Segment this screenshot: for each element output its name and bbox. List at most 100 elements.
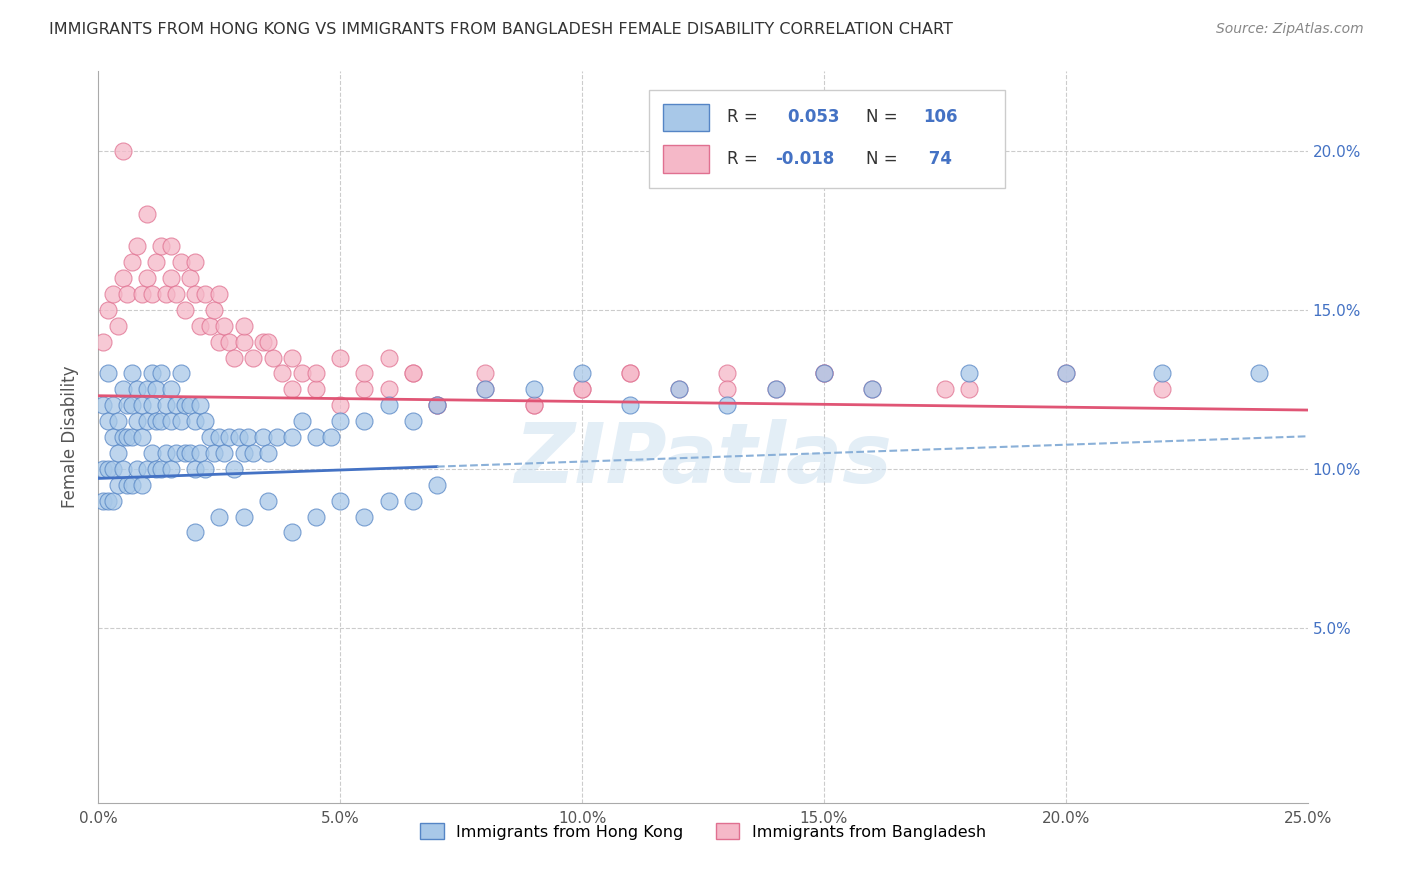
Point — [1249, 367, 1271, 381]
Point — [194, 414, 217, 428]
Point — [91, 334, 114, 349]
Point — [121, 477, 143, 491]
Point — [117, 477, 139, 491]
Point — [111, 462, 134, 476]
Point — [208, 334, 231, 349]
Point — [169, 255, 191, 269]
Text: R =: R = — [727, 109, 758, 127]
Point — [97, 302, 120, 317]
Point — [155, 446, 177, 460]
Point — [212, 446, 235, 460]
Point — [150, 414, 173, 428]
Point — [97, 493, 120, 508]
Point — [281, 525, 304, 540]
Point — [377, 493, 399, 508]
Point — [141, 367, 163, 381]
Point — [271, 367, 294, 381]
Point — [145, 462, 167, 476]
Point — [238, 430, 260, 444]
Point — [145, 414, 167, 428]
Point — [218, 430, 240, 444]
Point — [131, 287, 153, 301]
Text: 74: 74 — [924, 150, 952, 168]
Text: 0.053: 0.053 — [787, 109, 841, 127]
Point — [1152, 383, 1174, 397]
Point — [860, 383, 883, 397]
Point — [319, 430, 342, 444]
Point — [194, 287, 217, 301]
Point — [619, 367, 641, 381]
Point — [353, 367, 375, 381]
Point — [91, 462, 114, 476]
Point — [1054, 367, 1077, 381]
Point — [101, 398, 124, 412]
Point — [135, 207, 157, 221]
Point — [402, 493, 425, 508]
Point — [117, 287, 139, 301]
Point — [141, 446, 163, 460]
Point — [97, 367, 120, 381]
Point — [402, 414, 425, 428]
Point — [813, 367, 835, 381]
Point — [222, 351, 245, 365]
Point — [150, 462, 173, 476]
Point — [169, 414, 191, 428]
Text: N =: N = — [866, 109, 898, 127]
Point — [571, 367, 593, 381]
Point — [212, 318, 235, 333]
Point — [232, 509, 254, 524]
Point — [184, 414, 207, 428]
Point — [188, 446, 211, 460]
Point — [135, 462, 157, 476]
Point — [668, 383, 690, 397]
Point — [523, 398, 546, 412]
Point — [813, 367, 835, 381]
Point — [765, 383, 787, 397]
Point — [218, 334, 240, 349]
Point — [135, 271, 157, 285]
Point — [127, 462, 149, 476]
Point — [91, 493, 114, 508]
Point — [117, 398, 139, 412]
Point — [716, 367, 738, 381]
Point — [107, 446, 129, 460]
Point — [305, 367, 328, 381]
Point — [619, 398, 641, 412]
Point — [194, 462, 217, 476]
Point — [107, 477, 129, 491]
Point — [160, 239, 183, 253]
Point — [619, 367, 641, 381]
Point — [121, 255, 143, 269]
Point — [305, 509, 328, 524]
Point — [208, 509, 231, 524]
Point — [107, 318, 129, 333]
Point — [266, 430, 288, 444]
Point — [179, 398, 201, 412]
Point — [184, 462, 207, 476]
Text: IMMIGRANTS FROM HONG KONG VS IMMIGRANTS FROM BANGLADESH FEMALE DISABILITY CORREL: IMMIGRANTS FROM HONG KONG VS IMMIGRANTS … — [49, 22, 953, 37]
Point — [957, 367, 980, 381]
Point — [242, 446, 264, 460]
Point — [127, 239, 149, 253]
Point — [107, 414, 129, 428]
Point — [765, 383, 787, 397]
Point — [117, 430, 139, 444]
Point — [402, 367, 425, 381]
Point — [232, 334, 254, 349]
Point — [111, 383, 134, 397]
Point — [256, 334, 278, 349]
Point — [155, 287, 177, 301]
Point — [353, 383, 375, 397]
Point — [188, 398, 211, 412]
Point — [716, 383, 738, 397]
Point — [127, 414, 149, 428]
Point — [860, 383, 883, 397]
Point — [150, 239, 173, 253]
Point — [242, 351, 264, 365]
Point — [101, 462, 124, 476]
Point — [101, 430, 124, 444]
Point — [97, 462, 120, 476]
Point — [252, 430, 274, 444]
Point — [135, 383, 157, 397]
Point — [1054, 367, 1077, 381]
